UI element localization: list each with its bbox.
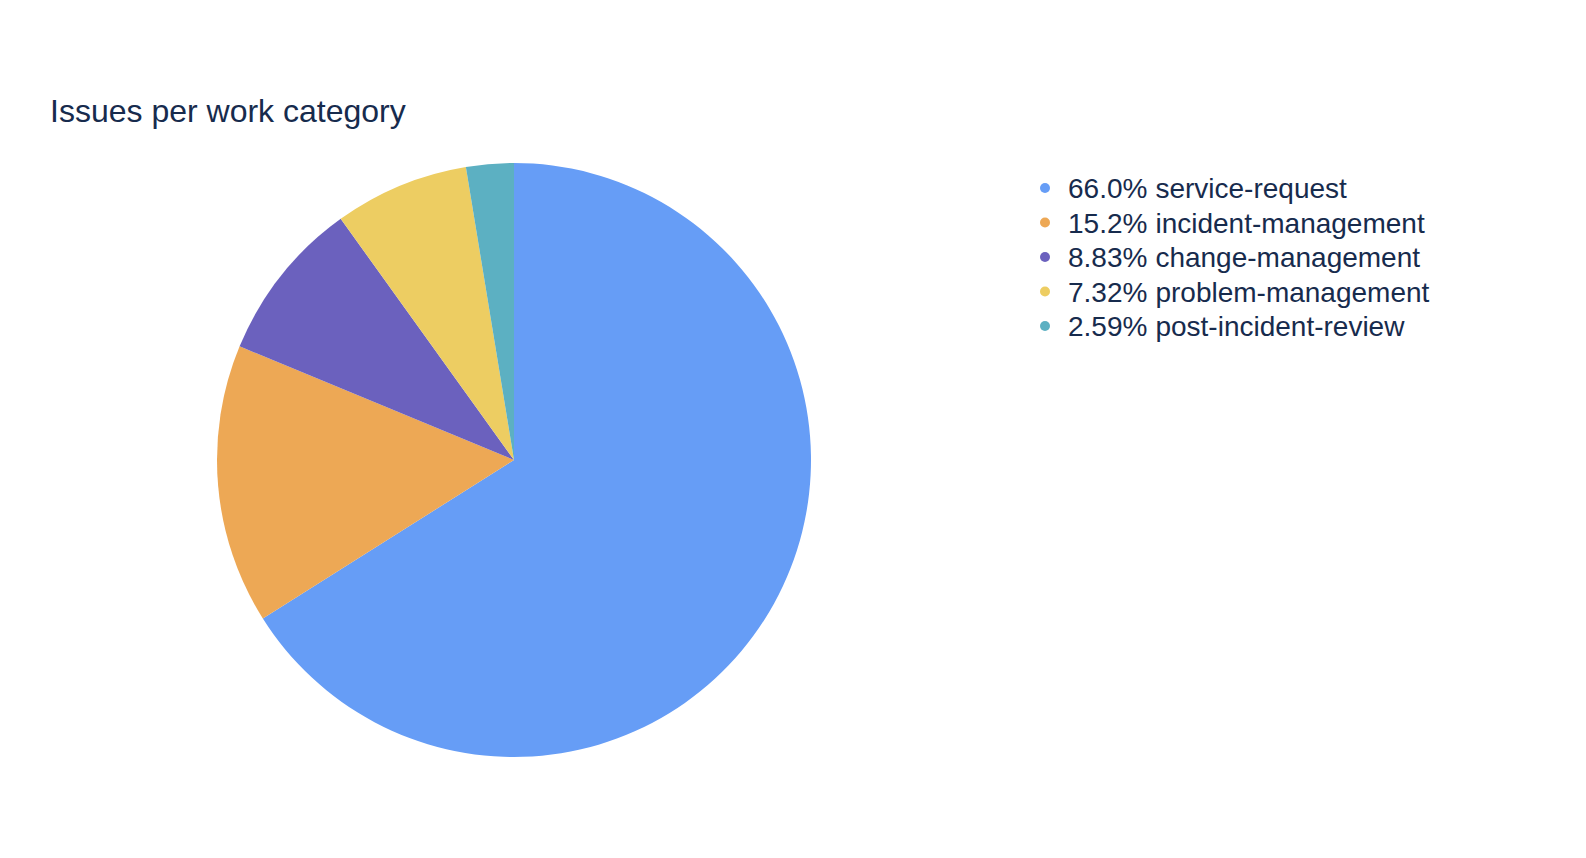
chart: Issues per work category 66.0% service-req… [0,0,1586,858]
slice [466,163,514,460]
legend-marker [1040,183,1050,193]
legend-category: service-request [1155,173,1347,204]
legend-label: 8.83% change-management [1068,242,1420,273]
legend-label: 15.2% incident-management [1068,208,1425,239]
legend-category: change-management [1155,242,1420,273]
legend: 66.0% service-request 15.2% incident-manage… [1040,173,1430,342]
legend-value: 66.0% [1068,173,1147,204]
legend-label: 66.0% service-request [1068,173,1347,204]
legend-category: post-incident-review [1155,311,1405,342]
legend-label: 2.59% post-incident-review [1068,311,1405,342]
legend-category: problem-management [1155,277,1429,308]
title: Issues per work category [50,93,406,129]
legend-marker [1040,252,1050,262]
legend-marker [1040,287,1050,297]
legend-value: 2.59% [1068,311,1147,342]
legend-value: 7.32% [1068,277,1147,308]
legend-marker [1040,321,1050,331]
pie [217,163,811,757]
legend-marker [1040,218,1050,228]
legend-value: 15.2% [1068,208,1147,239]
legend-label: 7.32% problem-management [1068,277,1430,308]
legend-value: 8.83% [1068,242,1147,273]
legend-category: incident-management [1155,208,1424,239]
